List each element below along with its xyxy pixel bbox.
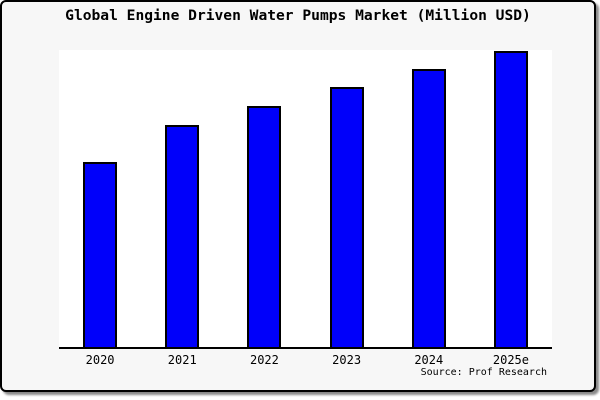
bar-2024 [411,68,446,347]
bar-slot-2022 [223,50,305,347]
x-axis-labels: 2020 2021 2022 2023 2024 2025e [59,353,552,367]
source-note: Source: Prof Research [420,367,547,378]
x-tick-label-2021: 2021 [167,353,197,367]
bar-2022 [247,105,282,347]
bar-2021 [165,124,200,347]
bar-slot-2020 [59,50,141,347]
x-tick-label-2022: 2022 [249,353,279,367]
bar-2023 [329,87,364,347]
bar-slot-2024 [388,50,470,347]
x-tick-label-2023: 2023 [332,353,362,367]
x-tick-label-2025e: 2025e [492,353,529,367]
chart-card: Global Engine Driven Water Pumps Market … [0,0,596,392]
bar-slot-2023 [306,50,388,347]
bar-slot-2025e [470,50,552,347]
x-tick-label-2024: 2024 [414,353,444,367]
chart-title: Global Engine Driven Water Pumps Market … [65,7,531,24]
bar-slot-2021 [141,50,223,347]
bar-2020 [83,161,118,347]
plot-area [59,50,552,349]
x-tick-label-2020: 2020 [85,353,115,367]
bar-2025e [493,50,528,347]
